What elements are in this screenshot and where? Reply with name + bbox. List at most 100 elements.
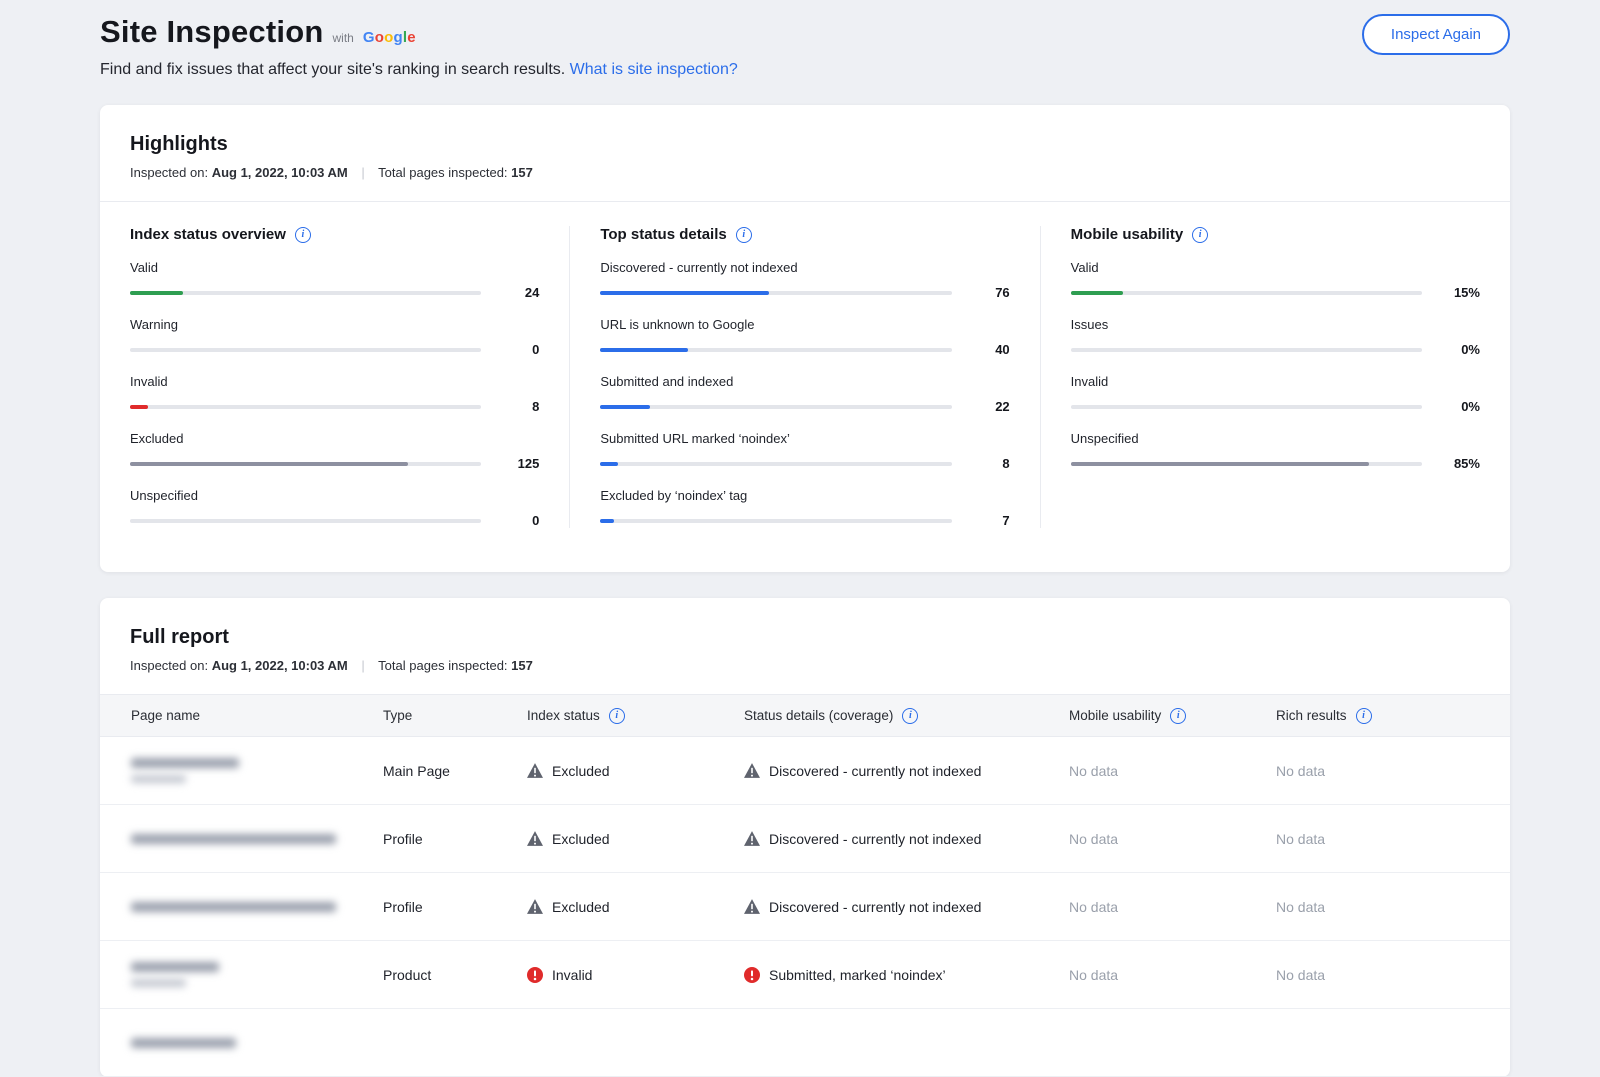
highlights-columns: Index status overview i Valid 24 Warning 0 Inv… (100, 202, 1510, 572)
table-header-label: Status details (coverage) (744, 708, 894, 723)
metric-value: 0% (1461, 399, 1480, 414)
subtitle-text: Find and fix issues that affect your sit… (100, 61, 566, 78)
metric-bar-row: 0 (130, 342, 539, 357)
rich-results-cell: No data (1276, 762, 1326, 779)
progress-bar-fill (1070, 461, 1370, 466)
metric-submitted-and-indexed: Submitted and indexed 22 (600, 374, 1010, 414)
metric-bar-row: 0% (1070, 342, 1480, 357)
table-header-page-name: Page name (131, 708, 383, 723)
metric-label: Issues (1070, 317, 1109, 332)
inspect-again-button[interactable]: Inspect Again (1361, 14, 1510, 55)
rich-results-cell: No data (1276, 966, 1326, 983)
metric-bar-row: 8 (130, 399, 539, 414)
metric-label: Invalid (1070, 374, 1109, 389)
metric-bar-row: 85% (1070, 456, 1480, 471)
column-heading: Index status overview i (130, 226, 539, 243)
table-header-label: Type (383, 708, 413, 723)
metric-label: URL is unknown to Google (600, 317, 755, 332)
progress-bar-fill (1070, 290, 1124, 295)
info-icon[interactable]: i (902, 707, 919, 724)
info-icon[interactable]: i (294, 226, 311, 243)
with-label: with (332, 31, 354, 45)
page-name-cell (131, 901, 383, 912)
status-label: Excluded (552, 898, 610, 915)
info-icon[interactable]: i (1355, 707, 1372, 724)
title-row: Site Inspection with Google (100, 14, 1510, 50)
info-icon[interactable]: i (1192, 226, 1209, 243)
column-heading-label: Mobile usability (1070, 226, 1184, 243)
metric-label: Warning (130, 317, 178, 332)
metric-bar-row: 24 (130, 285, 539, 300)
metric-discovered-currently-not-indexed: Discovered - currently not indexed 76 (600, 260, 1010, 300)
progress-bar-track (1070, 347, 1422, 352)
metric-bar-row: 7 (600, 513, 1010, 528)
page-subtitle: Find and fix issues that affect your sit… (100, 61, 1510, 79)
total-pages-value: 157 (511, 658, 533, 673)
info-icon[interactable]: i (1170, 707, 1187, 724)
google-logo-letter: l (402, 29, 408, 46)
inspected-on-value: Aug 1, 2022, 10:03 AM (211, 165, 348, 180)
table-header-type: Type (383, 708, 527, 723)
column-heading-label: Top status details (600, 226, 727, 243)
highlights-card-head: Highlights Inspected on: Aug 1, 2022, 10… (100, 105, 1510, 201)
metric-value: 0% (1461, 342, 1480, 357)
metric-label: Excluded by ‘noindex’ tag (600, 488, 748, 503)
metric-value: 7 (1002, 513, 1010, 528)
meta-separator: | (361, 658, 365, 673)
highlight-column-top-status-details: Top status details i Discovered - currentl… (569, 226, 1039, 528)
metric-value: 0 (532, 342, 540, 357)
metric-value: 40 (995, 342, 1010, 357)
metric-excluded-by-noindex-tag: Excluded by ‘noindex’ tag 7 (600, 488, 1010, 528)
table-row: Product Invalid Submitted, marked ‘noindex… (100, 941, 1510, 1009)
info-icon[interactable]: i (735, 226, 752, 243)
progress-bar-fill (600, 518, 615, 523)
warning-icon (527, 899, 543, 914)
status-label: Discovered - currently not indexed (769, 762, 982, 779)
google-logo-letter: o (374, 29, 385, 46)
index-status-cell: Excluded (527, 763, 744, 779)
report-table: Page name Type Index status i Status details… (100, 694, 1510, 1077)
page-name-cell (131, 1037, 383, 1048)
metric-value: 125 (517, 456, 540, 471)
column-heading-label: Index status overview (130, 226, 286, 243)
metric-submitted-url-marked-noindex: Submitted URL marked ‘noindex’ 8 (600, 431, 1010, 471)
error-icon (527, 966, 543, 983)
what-is-site-inspection-link[interactable]: What is site inspection? (569, 61, 738, 78)
info-icon[interactable]: i (608, 707, 625, 724)
table-header-mobile-usability: Mobile usability i (1069, 707, 1276, 724)
metric-value: 0 (532, 513, 540, 528)
metric-excluded: Excluded 125 (130, 431, 539, 471)
table-row: Profile Excluded Discovered - currently no… (100, 805, 1510, 873)
redacted-page-name (131, 962, 219, 972)
redacted-page-name (131, 833, 336, 844)
metric-invalid: Invalid 8 (130, 374, 539, 414)
google-logo-letter: e (407, 29, 416, 46)
table-row: Main Page Excluded Discovered - currently … (100, 737, 1510, 805)
page-header: Site Inspection with Google Find and fix… (100, 14, 1510, 79)
metric-label: Submitted and indexed (600, 374, 734, 389)
status-label: Discovered - currently not indexed (769, 830, 982, 847)
metric-bar-row: 15% (1070, 285, 1480, 300)
status-details-cell: Discovered - currently not indexed (744, 763, 1069, 779)
status-label: Excluded (552, 762, 610, 779)
table-header-index-status: Index status i (527, 707, 744, 724)
metric-value: 24 (524, 285, 540, 300)
page-type-cell: Main Page (383, 762, 450, 779)
progress-bar-track (1070, 290, 1422, 295)
total-pages-label: Total pages inspected: (378, 658, 508, 673)
inspected-on-label: Inspected on: (130, 165, 209, 180)
full-report-meta: Inspected on: Aug 1, 2022, 10:03 AM | To… (130, 658, 1480, 694)
status-label: Submitted, marked ‘noindex’ (769, 966, 946, 983)
highlights-meta: Inspected on: Aug 1, 2022, 10:03 AM | To… (130, 165, 1480, 201)
metric-label: Invalid (130, 374, 168, 389)
mobile-usability-cell: No data (1069, 830, 1119, 847)
progress-bar-fill (130, 404, 148, 409)
metric-bar-row: 0 (130, 513, 539, 528)
page-name-cell (131, 833, 383, 844)
redacted-page-name (131, 1037, 236, 1048)
metric-unspecified: Unspecified 85% (1070, 431, 1480, 471)
metric-value: 8 (1002, 456, 1010, 471)
warning-icon (744, 831, 760, 846)
status-details-cell: Discovered - currently not indexed (744, 831, 1069, 847)
page-type-cell: Product (383, 966, 432, 983)
